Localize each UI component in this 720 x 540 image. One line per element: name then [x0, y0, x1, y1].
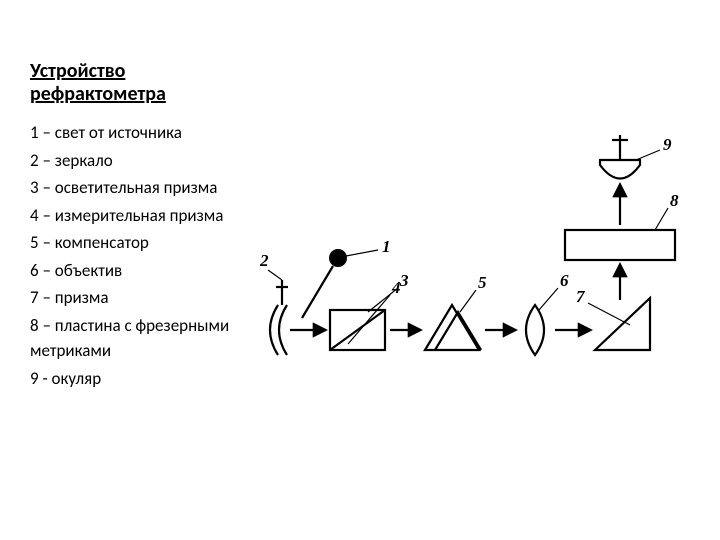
eyepiece-icon — [600, 135, 640, 179]
legend-item-1: 1 – свет от источника — [30, 120, 260, 146]
prism-block-icon — [330, 310, 385, 350]
label-8: 8 — [670, 191, 679, 210]
plate-icon — [565, 230, 675, 260]
label-6: 6 — [560, 271, 569, 290]
compensator-icon — [425, 305, 481, 350]
label-1: 1 — [382, 237, 391, 256]
diagram: 1 2 3 4 5 6 7 8 9 — [260, 120, 700, 390]
turning-prism-icon — [595, 298, 650, 350]
label-3: 3 — [399, 271, 409, 290]
label-9: 9 — [663, 135, 672, 154]
legend-item-2: 2 – зеркало — [30, 148, 260, 174]
label-7: 7 — [576, 287, 586, 306]
legend-item-4: 4 – измерительная призма — [30, 203, 260, 229]
legend-item-9: 9 - окуляр — [30, 366, 260, 392]
label-5: 5 — [478, 273, 487, 292]
objective-lens-icon — [526, 305, 544, 355]
title-line-1: Устройство — [30, 59, 125, 83]
slide: Устройство рефрактометра 1 – свет от ист… — [0, 0, 720, 540]
light-source-icon — [302, 249, 347, 318]
legend-item-3: 3 – осветительная призма — [30, 175, 260, 201]
label-2: 2 — [260, 251, 269, 270]
legend-item-5: 5 – компенсатор — [30, 230, 260, 256]
legend-item-8: 8 – пластина с фрезерными метриками — [30, 313, 260, 364]
title-line-2: рефрактометра — [30, 82, 166, 106]
content-columns: 1 – свет от источника 2 – зеркало 3 – ос… — [30, 120, 700, 393]
legend-list: 1 – свет от источника 2 – зеркало 3 – ос… — [30, 120, 260, 393]
legend-item-7: 7 – призма — [30, 285, 260, 311]
refractometer-schematic: 1 2 3 4 5 6 7 8 9 — [260, 130, 700, 390]
label-4: 4 — [391, 278, 401, 297]
legend-item-6: 6 – объектив — [30, 258, 260, 284]
mirror-icon — [270, 280, 288, 355]
page-title: Устройство рефрактометра — [30, 60, 700, 106]
